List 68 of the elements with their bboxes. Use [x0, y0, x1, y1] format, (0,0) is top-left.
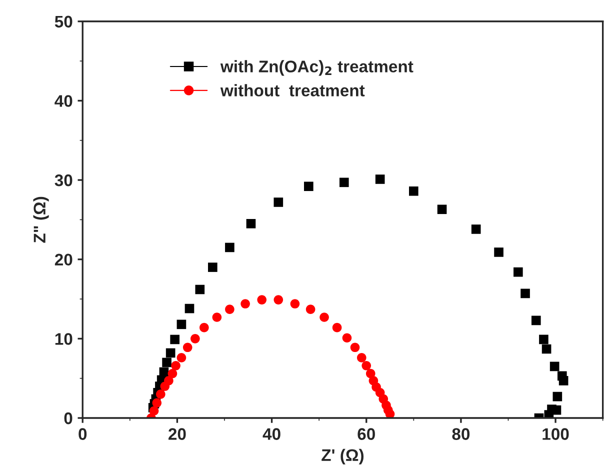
y-tick-label: 0	[64, 412, 72, 424]
point	[171, 360, 180, 370]
point	[159, 367, 169, 377]
point	[320, 312, 329, 322]
point	[208, 262, 218, 272]
x-tick-label: 40	[262, 428, 280, 440]
point	[550, 362, 560, 372]
point	[190, 334, 200, 344]
point	[437, 204, 447, 214]
legend-label: without treatment	[220, 84, 365, 96]
x-tick-label: 0	[78, 428, 87, 440]
point	[350, 342, 360, 352]
point	[246, 218, 256, 228]
point	[514, 267, 523, 277]
point	[356, 353, 366, 362]
x-axis-title: Z' (Ω)	[322, 448, 364, 464]
point	[494, 248, 504, 257]
point	[156, 390, 166, 399]
point	[520, 288, 530, 298]
point	[182, 342, 192, 352]
point	[339, 178, 349, 188]
point	[200, 322, 209, 332]
y-tick-label: 30	[54, 174, 72, 186]
point	[184, 304, 194, 314]
point	[290, 299, 300, 308]
point	[274, 295, 284, 304]
point	[212, 312, 222, 322]
point	[375, 174, 385, 184]
point	[168, 368, 178, 378]
point	[257, 295, 267, 304]
point	[542, 344, 552, 354]
point	[409, 186, 418, 196]
point	[152, 398, 162, 408]
x-tick-label: 80	[452, 428, 470, 440]
y-tick-label: 10	[55, 333, 72, 345]
point	[558, 376, 568, 386]
y-tick-label: 50	[54, 16, 72, 28]
point	[162, 358, 172, 368]
point	[166, 348, 176, 358]
point	[539, 334, 548, 344]
point	[342, 333, 352, 343]
point	[306, 304, 316, 314]
point	[332, 322, 342, 332]
point	[531, 316, 541, 326]
y-tick-label: 40	[54, 95, 72, 107]
point	[195, 284, 205, 294]
point	[366, 368, 376, 378]
point	[164, 376, 174, 386]
point	[225, 304, 234, 314]
point	[274, 198, 284, 207]
x-tick-label: 20	[168, 428, 186, 440]
point	[471, 224, 481, 234]
point	[176, 353, 186, 362]
point	[170, 334, 180, 344]
point	[552, 392, 562, 402]
point	[240, 299, 250, 308]
point	[225, 242, 234, 252]
y-tick-label: 20	[54, 254, 72, 266]
y-axis-title: Z" (Ω)	[33, 196, 49, 243]
x-tick-label: 60	[358, 428, 375, 440]
point	[385, 409, 395, 418]
point	[362, 360, 372, 370]
point	[149, 406, 159, 416]
point	[304, 182, 314, 192]
x-tick-label: 100	[542, 428, 569, 440]
legend-label: with Zn(OAc)$_{2}$ treatment	[220, 60, 414, 76]
point	[544, 410, 554, 418]
point	[176, 320, 186, 330]
